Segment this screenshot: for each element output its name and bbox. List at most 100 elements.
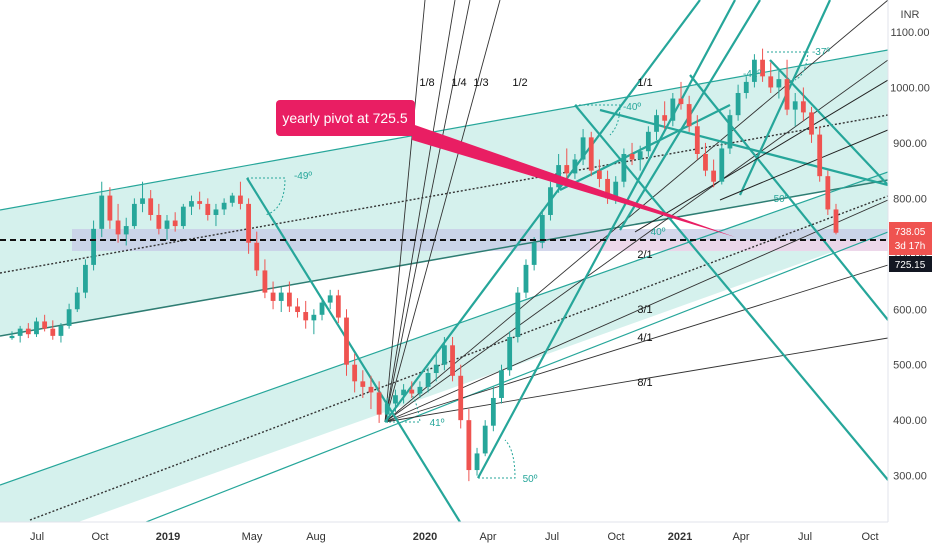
plot-area bbox=[0, 0, 888, 522]
candle-body bbox=[507, 336, 513, 371]
candle-body bbox=[99, 195, 105, 229]
candle-body bbox=[262, 270, 268, 293]
candle-body bbox=[172, 220, 178, 227]
fan-labels: 1/8 1/4 1/3 1/2 1/1 2/1 3/1 4/1 8/1 bbox=[419, 77, 652, 389]
candle-body bbox=[148, 198, 154, 215]
angle-label: -42º bbox=[743, 69, 761, 80]
time-tick-label: Apr bbox=[479, 531, 496, 543]
callout-text: yearly pivot at 725.5 bbox=[282, 110, 408, 126]
candle-body bbox=[384, 403, 390, 415]
angle-label: -49º bbox=[294, 171, 312, 182]
candle-body bbox=[286, 292, 292, 307]
candle-body bbox=[303, 312, 309, 321]
candle-body bbox=[572, 159, 578, 174]
last-price-badge[interactable]: 738.05 3d 17h bbox=[889, 222, 932, 255]
candle-body bbox=[66, 309, 72, 326]
candle-body bbox=[91, 228, 96, 265]
last-price: 738.05 bbox=[895, 227, 926, 238]
price-tick-label: 300.00 bbox=[893, 471, 927, 483]
candle-body bbox=[613, 181, 619, 199]
fan-ratio-label: 1/2 bbox=[512, 77, 527, 89]
fan-line bbox=[384, 0, 501, 423]
candle-body bbox=[760, 59, 765, 77]
candle-body bbox=[678, 98, 684, 105]
candle-body bbox=[42, 321, 48, 329]
candle-body bbox=[474, 453, 480, 471]
fan-ratio-label: 8/1 bbox=[637, 377, 652, 389]
time-tick-label: 2019 bbox=[156, 531, 180, 543]
fan-line bbox=[384, 337, 888, 423]
candle-body bbox=[164, 220, 170, 229]
lower-channel-bottom bbox=[144, 231, 888, 522]
candle-body bbox=[466, 420, 472, 471]
time-tick-label: Apr bbox=[732, 531, 749, 543]
candles bbox=[9, 48, 839, 482]
candle-body bbox=[295, 306, 300, 313]
fan-line bbox=[384, 264, 888, 423]
price-tick-label: 800.00 bbox=[893, 193, 927, 205]
candle-body bbox=[752, 59, 757, 82]
candle-body bbox=[319, 302, 325, 315]
candle-body bbox=[490, 397, 496, 426]
candle-body bbox=[531, 242, 537, 265]
fan-line bbox=[384, 199, 888, 423]
currency-label: INR bbox=[901, 9, 920, 21]
candle-body bbox=[335, 295, 341, 318]
candle-body bbox=[409, 389, 415, 394]
candle-body bbox=[515, 292, 521, 337]
price-tick-label: 500.00 bbox=[893, 360, 927, 372]
candle-body bbox=[743, 81, 749, 93]
angle-label: 50º bbox=[774, 194, 789, 205]
candle-body bbox=[9, 335, 15, 339]
upper-channel-fill bbox=[0, 50, 888, 336]
fan-ratio-label: 1/8 bbox=[419, 77, 434, 89]
candle-body bbox=[254, 242, 260, 271]
candle-body bbox=[450, 345, 455, 376]
candle-body bbox=[229, 195, 235, 203]
time-tick-label: May bbox=[242, 531, 263, 543]
fan-ratio-label: 1/4 bbox=[451, 77, 466, 89]
candle-body bbox=[393, 395, 398, 404]
fan-line bbox=[384, 0, 456, 423]
time-tick-label: Jul bbox=[798, 531, 812, 543]
candle-body bbox=[401, 389, 407, 396]
candle-body bbox=[17, 328, 23, 336]
pivot-price: 725.15 bbox=[895, 260, 926, 271]
candle-body bbox=[360, 381, 366, 387]
candle-body bbox=[25, 328, 31, 335]
pivot-zone-light bbox=[590, 240, 888, 251]
candle-body bbox=[727, 115, 733, 149]
candle-body bbox=[784, 79, 790, 110]
candle-body bbox=[50, 328, 56, 336]
candle-body bbox=[629, 153, 635, 160]
time-tick-label: Aug bbox=[306, 531, 326, 543]
time-tick-label: Jul bbox=[545, 531, 559, 543]
gann-fan bbox=[384, 0, 888, 423]
candle-body bbox=[352, 364, 358, 382]
pivot-price-badge[interactable]: 725.15 bbox=[889, 256, 932, 272]
time-tick-label: Oct bbox=[861, 531, 878, 543]
candle-body bbox=[368, 386, 374, 393]
angle-label: 40º bbox=[651, 227, 666, 238]
candle-body bbox=[645, 131, 651, 152]
time-tick-label: Jul bbox=[30, 531, 44, 543]
candle-body bbox=[686, 104, 692, 127]
candle-body bbox=[776, 79, 782, 88]
candle-body bbox=[221, 202, 227, 210]
candle-body bbox=[205, 203, 211, 215]
lower-channel-top bbox=[0, 171, 888, 486]
teal-trend-lines bbox=[246, 0, 888, 522]
candle-body bbox=[311, 314, 317, 321]
candle-body bbox=[621, 153, 627, 182]
pivot-callout: yearly pivot at 725.5 bbox=[276, 100, 415, 136]
time-axis-bg bbox=[0, 522, 888, 550]
angle-labels: -49º -37º -42º -40º 41º 50º 50º 40º bbox=[294, 47, 830, 485]
price-tick-label: 1000.00 bbox=[890, 82, 930, 94]
candle-body bbox=[180, 206, 186, 227]
bar-countdown: 3d 17h bbox=[895, 241, 926, 252]
candle-body bbox=[189, 201, 194, 207]
candle-body bbox=[735, 92, 741, 116]
candle-body bbox=[792, 101, 798, 110]
candle-body bbox=[654, 115, 659, 132]
